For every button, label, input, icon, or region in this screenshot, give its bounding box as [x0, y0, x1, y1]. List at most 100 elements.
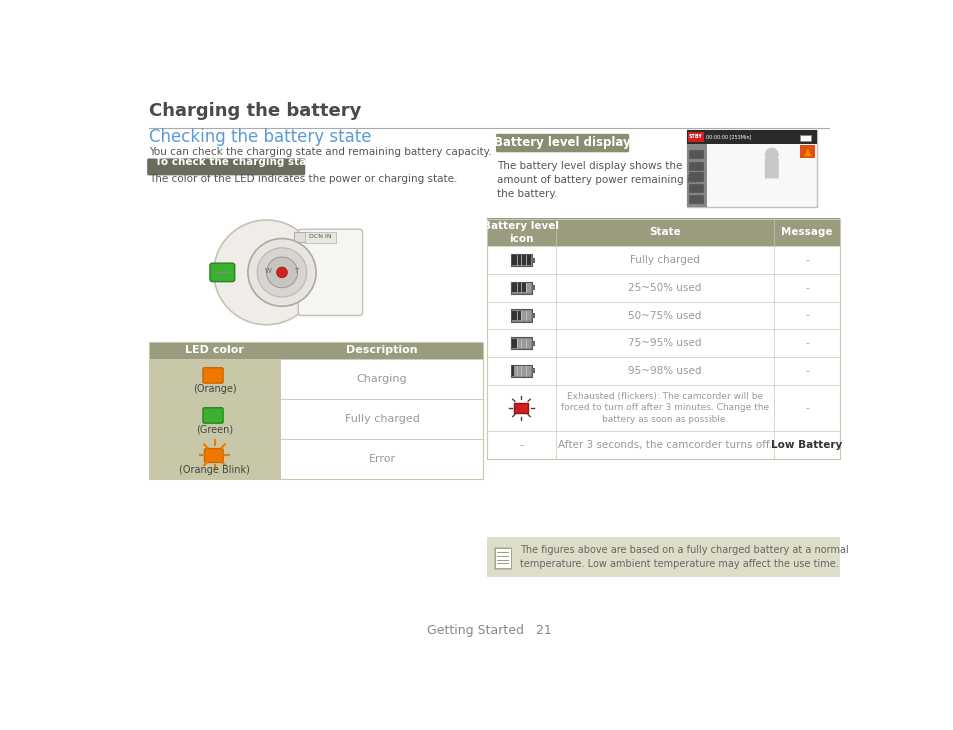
Bar	[510, 282, 532, 294]
Bar	[149, 342, 483, 358]
Bar	[149, 342, 483, 479]
Bar	[487, 537, 840, 577]
Bar	[525, 283, 530, 293]
Bar	[280, 399, 483, 439]
FancyBboxPatch shape	[147, 158, 305, 175]
Text: -: -	[804, 366, 808, 376]
Bar	[799, 145, 815, 158]
Text: The figures above are based on a fully charged battery at a normal
temperature. : The figures above are based on a fully c…	[519, 545, 848, 569]
Circle shape	[257, 247, 307, 297]
Bar	[510, 254, 532, 266]
Bar	[512, 339, 517, 348]
Text: 75~95% used: 75~95% used	[627, 338, 700, 348]
Text: You can check the charging state and remaining battery capacity.: You can check the charging state and rem…	[149, 147, 491, 158]
Text: After 3 seconds, the camcorder turns off.: After 3 seconds, the camcorder turns off…	[558, 440, 771, 450]
Bar	[149, 439, 280, 479]
Text: 25~50% used: 25~50% used	[627, 283, 700, 293]
Bar	[487, 218, 840, 246]
Text: -: -	[804, 403, 808, 413]
Text: DCN IN: DCN IN	[309, 234, 332, 239]
FancyBboxPatch shape	[496, 134, 629, 153]
Text: -: -	[519, 440, 523, 450]
Bar	[532, 369, 534, 374]
Text: Charging: Charging	[356, 374, 407, 384]
Text: The color of the LED indicates the power or charging state.: The color of the LED indicates the power…	[149, 174, 456, 184]
Circle shape	[248, 239, 315, 307]
Bar	[495, 548, 510, 568]
Bar	[686, 130, 816, 144]
Text: -: -	[804, 338, 808, 348]
Bar	[517, 339, 530, 348]
Bar	[510, 310, 532, 322]
Bar	[510, 337, 532, 350]
Circle shape	[276, 267, 287, 278]
Text: 95~98% used: 95~98% used	[627, 366, 700, 376]
Bar	[686, 130, 816, 207]
FancyBboxPatch shape	[210, 263, 234, 282]
Text: State: State	[648, 227, 680, 237]
Bar	[688, 184, 703, 193]
Text: (Orange Blink): (Orange Blink)	[179, 464, 250, 475]
Bar	[521, 311, 530, 320]
Bar	[512, 311, 521, 320]
Text: STBY: STBY	[688, 134, 702, 139]
Text: The battery level display shows the
amount of battery power remaining in
the bat: The battery level display shows the amou…	[497, 161, 697, 199]
Text: (Green): (Green)	[195, 424, 233, 434]
Text: To check the charging state: To check the charging state	[154, 157, 318, 166]
FancyBboxPatch shape	[298, 229, 362, 315]
Bar	[280, 439, 483, 479]
Bar	[512, 255, 530, 265]
Bar	[688, 195, 703, 204]
Circle shape	[266, 257, 297, 288]
Bar	[687, 132, 703, 142]
Bar	[487, 218, 840, 458]
Text: Checking the battery state: Checking the battery state	[149, 128, 371, 145]
Bar	[514, 366, 530, 375]
Text: Description: Description	[346, 345, 417, 356]
Bar	[532, 313, 534, 318]
Text: Charging the battery: Charging the battery	[149, 102, 360, 120]
Bar	[512, 366, 514, 375]
Text: 50~75% used: 50~75% used	[627, 310, 700, 320]
Bar	[688, 150, 703, 159]
Text: Getting Started   21: Getting Started 21	[426, 624, 551, 637]
Text: ▲: ▲	[802, 147, 810, 156]
Text: -: -	[804, 255, 808, 265]
FancyBboxPatch shape	[764, 158, 778, 178]
Bar	[149, 358, 280, 399]
Bar	[688, 172, 703, 182]
Bar	[149, 399, 280, 439]
Bar	[532, 285, 534, 291]
Bar	[688, 161, 703, 171]
Text: W: W	[264, 268, 272, 274]
Bar	[510, 365, 532, 377]
Bar	[305, 232, 335, 243]
Text: Exhausted (flickers): The camcorder will be
forced to turn off after 3 minutes. : Exhausted (flickers): The camcorder will…	[560, 391, 768, 424]
Text: Battery level
icon: Battery level icon	[483, 220, 558, 244]
Text: Battery level display: Battery level display	[494, 136, 630, 149]
Text: Fully charged: Fully charged	[629, 255, 700, 265]
Circle shape	[213, 220, 319, 325]
FancyBboxPatch shape	[203, 368, 223, 383]
Bar	[686, 144, 706, 207]
Bar	[532, 258, 534, 263]
Bar	[512, 283, 525, 293]
Bar	[294, 232, 309, 242]
Text: Error: Error	[368, 454, 395, 464]
Text: (Orange): (Orange)	[193, 385, 236, 394]
Text: Message: Message	[781, 227, 832, 237]
Text: LED color: LED color	[185, 345, 244, 356]
Text: Fully charged: Fully charged	[344, 414, 419, 423]
Bar	[799, 134, 810, 141]
FancyBboxPatch shape	[204, 448, 223, 462]
FancyBboxPatch shape	[203, 408, 223, 423]
Bar	[493, 547, 512, 569]
Text: -: -	[804, 310, 808, 320]
Bar	[532, 341, 534, 346]
Bar	[514, 402, 528, 413]
Bar	[280, 358, 483, 399]
Text: T: T	[294, 268, 297, 274]
Circle shape	[764, 147, 778, 161]
Text: Low Battery: Low Battery	[771, 440, 841, 450]
Text: 00:00:00 [253Min]: 00:00:00 [253Min]	[705, 134, 751, 139]
